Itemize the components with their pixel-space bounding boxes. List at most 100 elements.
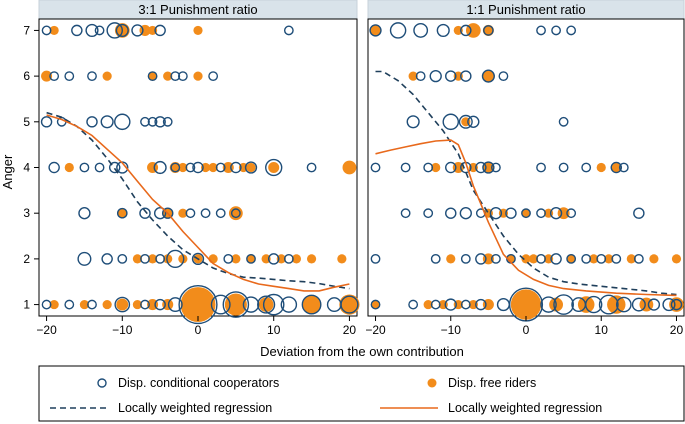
cooperator-point bbox=[430, 299, 441, 310]
x-tick-label: −10 bbox=[441, 323, 462, 337]
cooperator-point bbox=[94, 162, 105, 173]
free-rider-point bbox=[163, 71, 173, 81]
cooperator-point bbox=[178, 284, 218, 325]
free-rider-point bbox=[178, 162, 188, 173]
free-rider-point bbox=[64, 162, 74, 173]
free-rider-point bbox=[306, 254, 317, 264]
cooperator-point bbox=[78, 207, 91, 220]
cooperator-point bbox=[139, 207, 151, 219]
free-rider-point bbox=[193, 71, 203, 81]
cooperator-point bbox=[444, 298, 457, 311]
cooperator-point bbox=[155, 253, 166, 264]
free-rider-point bbox=[163, 254, 173, 264]
cooperator-point bbox=[436, 23, 450, 38]
free-rider-point bbox=[116, 298, 129, 311]
cooperator-point bbox=[41, 25, 52, 36]
plot-area bbox=[367, 18, 685, 317]
free-rider-point bbox=[589, 254, 599, 264]
cooperator-point bbox=[566, 253, 577, 264]
free-rider-point bbox=[604, 254, 614, 264]
cooperator-point bbox=[306, 162, 317, 173]
x-tick-label: 20 bbox=[343, 323, 357, 337]
cooperator-point bbox=[115, 23, 129, 38]
cooperator-point bbox=[48, 161, 60, 174]
cooperator-point bbox=[540, 296, 557, 313]
cooperator-point bbox=[633, 253, 644, 264]
cooperator-point bbox=[283, 253, 294, 264]
cooperator-point bbox=[191, 252, 205, 266]
free-rider-point bbox=[423, 299, 433, 310]
cooperator-point bbox=[389, 22, 407, 39]
legend-coop-marker bbox=[97, 378, 107, 388]
cooperator-point bbox=[670, 298, 683, 311]
cooperator-point bbox=[521, 208, 531, 219]
cooperator-point bbox=[581, 253, 592, 264]
cooperator-point bbox=[177, 71, 188, 82]
cooperator-point bbox=[170, 162, 181, 173]
cooperator-point bbox=[140, 299, 150, 310]
cooperator-point bbox=[257, 295, 276, 314]
cooperator-point bbox=[230, 161, 242, 174]
free-rider-point bbox=[49, 25, 59, 36]
cooperator-point bbox=[71, 24, 83, 37]
cooperator-point bbox=[200, 208, 211, 219]
cooperator-point bbox=[467, 115, 480, 128]
cooperator-point bbox=[340, 295, 359, 314]
cooperator-point bbox=[370, 253, 381, 264]
y-tick-label: 6 bbox=[23, 69, 30, 83]
free-rider-point bbox=[49, 299, 59, 310]
cooperator-point bbox=[423, 162, 434, 173]
cooperator-point bbox=[413, 23, 429, 38]
free-rider-point bbox=[276, 254, 286, 264]
cooperator-point bbox=[280, 296, 298, 313]
cooperator-point bbox=[208, 71, 219, 82]
cooperator-point bbox=[167, 297, 183, 312]
cooperator-point bbox=[154, 116, 166, 128]
free-rider-point bbox=[337, 254, 347, 264]
cooperator-point bbox=[460, 253, 471, 264]
marks bbox=[369, 22, 684, 322]
cooperator-point bbox=[116, 207, 128, 219]
cooperator-point bbox=[598, 294, 619, 315]
cooperator-point bbox=[108, 161, 121, 174]
free-rider-point bbox=[208, 254, 218, 264]
cooperator-point bbox=[301, 294, 322, 315]
free-rider-point bbox=[408, 71, 418, 81]
free-rider-point bbox=[178, 208, 188, 218]
free-rider-point bbox=[339, 294, 360, 315]
cooperator-point bbox=[185, 162, 196, 173]
cooperator-point bbox=[442, 113, 460, 131]
cooperator-point bbox=[460, 24, 472, 37]
cooperator-point bbox=[230, 208, 241, 219]
free-rider-point bbox=[566, 254, 576, 264]
cooperator-point bbox=[49, 71, 60, 82]
free-rider-point bbox=[102, 71, 112, 81]
free-rider-point bbox=[132, 299, 143, 310]
legend-loess-free-label: Locally weighted regression bbox=[448, 401, 602, 415]
legend-coop-label: Disp. conditional cooperators bbox=[118, 376, 279, 390]
cooperator-point bbox=[170, 71, 181, 82]
cooperator-point bbox=[162, 116, 173, 127]
cooperator-point bbox=[406, 115, 420, 129]
panel-title: 1:1 Punishment ratio bbox=[466, 2, 585, 17]
cooperator-point bbox=[267, 253, 280, 265]
free-rider-point bbox=[268, 161, 280, 174]
cooperator-point bbox=[498, 71, 509, 82]
legend-box bbox=[38, 365, 685, 422]
cooperator-point bbox=[596, 253, 607, 264]
free-rider-point bbox=[506, 254, 516, 264]
cooperator-point bbox=[210, 294, 231, 315]
cooperator-point bbox=[370, 299, 381, 310]
cooperator-point bbox=[633, 207, 645, 219]
cooperator-point bbox=[458, 114, 473, 129]
cooperator-point bbox=[445, 161, 457, 174]
y-tick-label: 2 bbox=[23, 252, 30, 266]
cooperator-point bbox=[400, 208, 411, 219]
cooperator-point bbox=[166, 249, 185, 268]
cooperator-point bbox=[94, 25, 105, 36]
cooperator-point bbox=[618, 162, 629, 173]
free-rider-point bbox=[200, 162, 211, 173]
cooperator-point bbox=[40, 116, 53, 128]
free-rider-point bbox=[521, 208, 531, 218]
y-tick-label: 7 bbox=[23, 23, 30, 37]
